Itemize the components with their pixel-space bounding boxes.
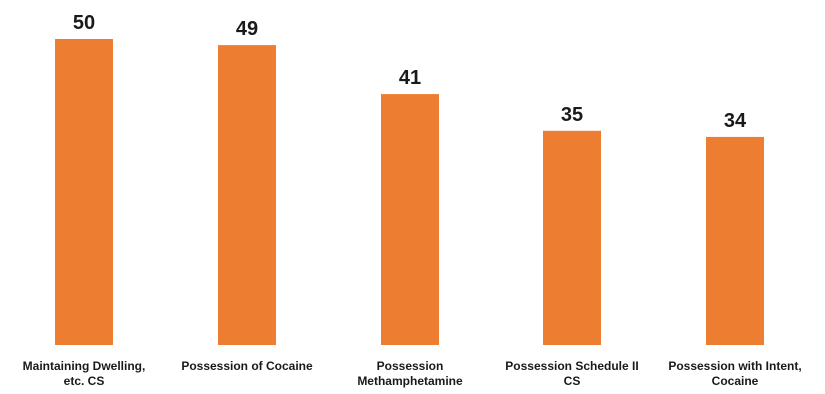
category-label-line: etc. CS	[64, 374, 105, 388]
value-label-4: 34	[724, 110, 747, 132]
category-label-line: Possession with Intent,	[668, 359, 801, 373]
value-label-3: 35	[561, 104, 583, 126]
category-label-0: Maintaining Dwelling, etc. CS	[23, 359, 146, 388]
category-label-line: CS	[564, 374, 581, 388]
category-label-line: Possession of Cocaine	[181, 359, 313, 373]
category-label-line: Possession	[377, 359, 444, 373]
value-label-2: 41	[399, 67, 421, 89]
category-label-line: Maintaining Dwelling,	[23, 359, 146, 373]
category-label-1: Possession of Cocaine	[181, 359, 313, 373]
category-label-4: Possession with Intent, Cocaine	[668, 359, 801, 388]
bar-3	[543, 130, 601, 345]
category-label-line: Cocaine	[712, 374, 759, 388]
bar-1	[218, 45, 276, 346]
category-label-3: Possession Schedule II CS	[505, 359, 638, 388]
category-labels-group: Maintaining Dwelling, etc. CS Possession o…	[23, 359, 802, 388]
bar-0	[55, 39, 113, 345]
category-label-2: Possession Methamphetamine	[357, 359, 463, 388]
bar-2	[381, 94, 439, 345]
value-label-0: 50	[73, 12, 95, 34]
value-label-1: 49	[236, 18, 258, 40]
bars-group	[55, 39, 764, 346]
bar-4	[706, 136, 764, 345]
category-label-line: Possession Schedule II	[505, 359, 638, 373]
category-label-line: Methamphetamine	[357, 374, 463, 388]
value-labels-group: 50 49 41 35 34	[73, 12, 747, 132]
